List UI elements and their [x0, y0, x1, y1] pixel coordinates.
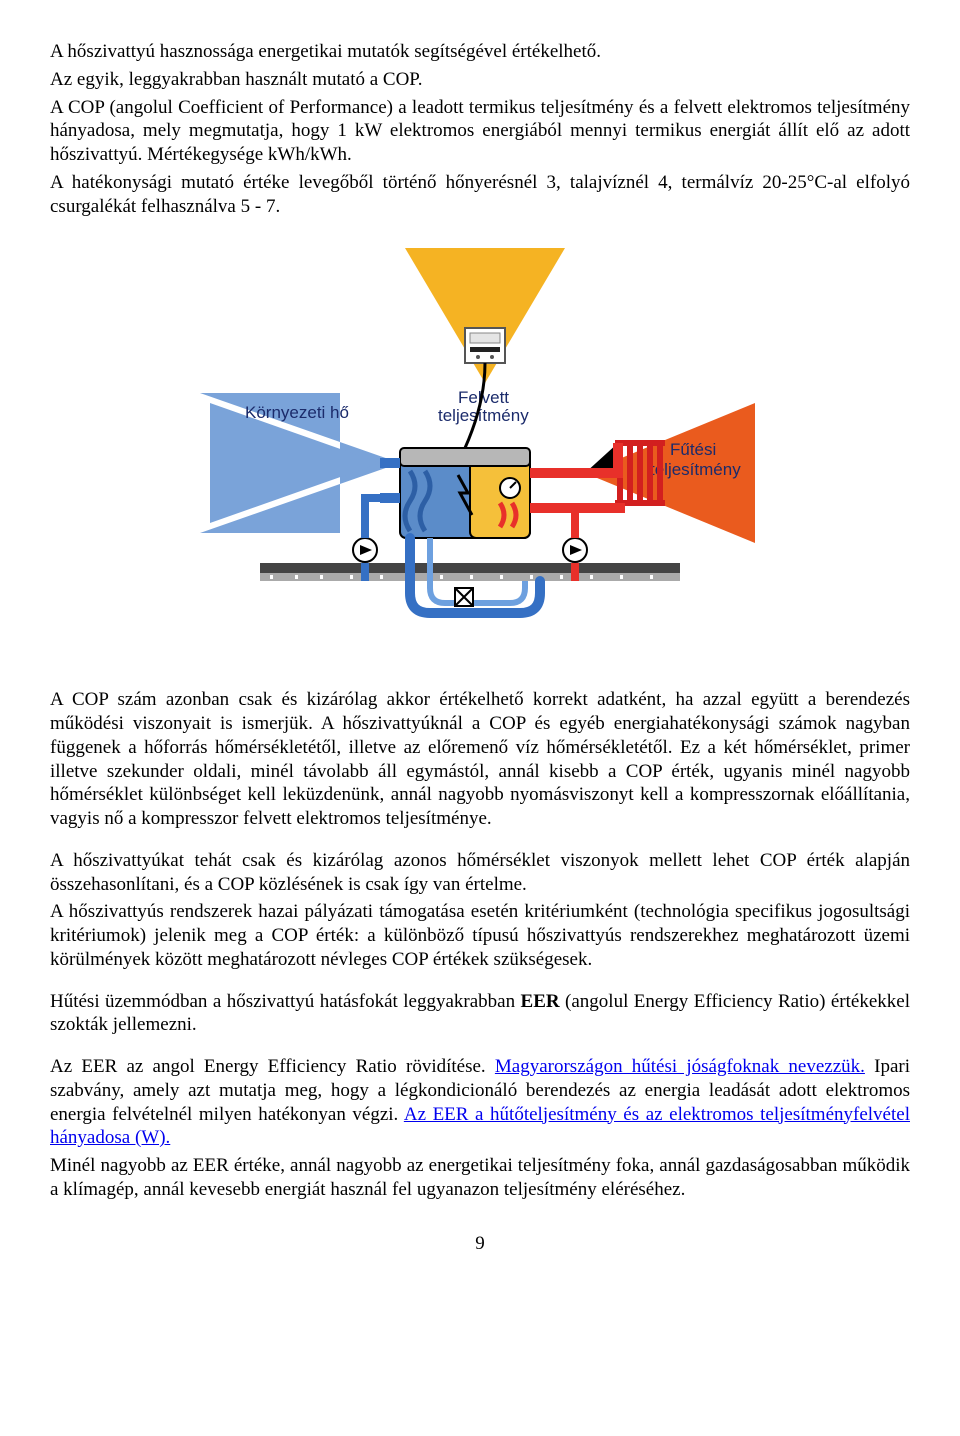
p7a: Hűtési üzemmódban a hőszivattyú hatásfok…	[50, 991, 521, 1012]
paragraph-4: A COP szám azonban csak és kizárólag akk…	[50, 688, 910, 831]
paragraph-6: A hőszivattyús rendszerek hazai pályázat…	[50, 900, 910, 971]
diagram-svg: Környezeti hő Felvett teljesítmény Fűtés…	[200, 243, 760, 653]
label-out2: teljesítmény	[650, 460, 741, 479]
paragraph-7: Hűtési üzemmódban a hőszivattyú hatásfok…	[50, 990, 910, 1038]
heat-pump-diagram: Környezeti hő Felvett teljesítmény Fűtés…	[50, 243, 910, 653]
label-input2: teljesítmény	[438, 406, 529, 425]
paragraph-3b: A hatékonysági mutató értéke levegőből t…	[50, 171, 910, 219]
paragraph-2: Az egyik, leggyakrabban használt mutató …	[50, 68, 910, 92]
p7-bold: EER	[521, 991, 560, 1012]
page-number: 9	[50, 1232, 910, 1256]
paragraph-8: Az EER az angol Energy Efficiency Ratio …	[50, 1055, 910, 1150]
paragraph-3a: A COP (angolul Coefficient of Performanc…	[50, 96, 910, 167]
label-out1: Fűtési	[670, 440, 716, 459]
paragraph-1: A hőszivattyú hasznossága energetikai mu…	[50, 40, 910, 64]
paragraph-9: Minél nagyobb az EER értéke, annál nagyo…	[50, 1154, 910, 1202]
p8a: Az EER az angol Energy Efficiency Ratio …	[50, 1056, 495, 1077]
paragraph-5: A hőszivattyúkat tehát csak és kizárólag…	[50, 849, 910, 897]
p8b-link: Magyarországon hűtési jóságfoknak nevezz…	[495, 1056, 865, 1077]
label-env: Környezeti hő	[245, 403, 349, 422]
